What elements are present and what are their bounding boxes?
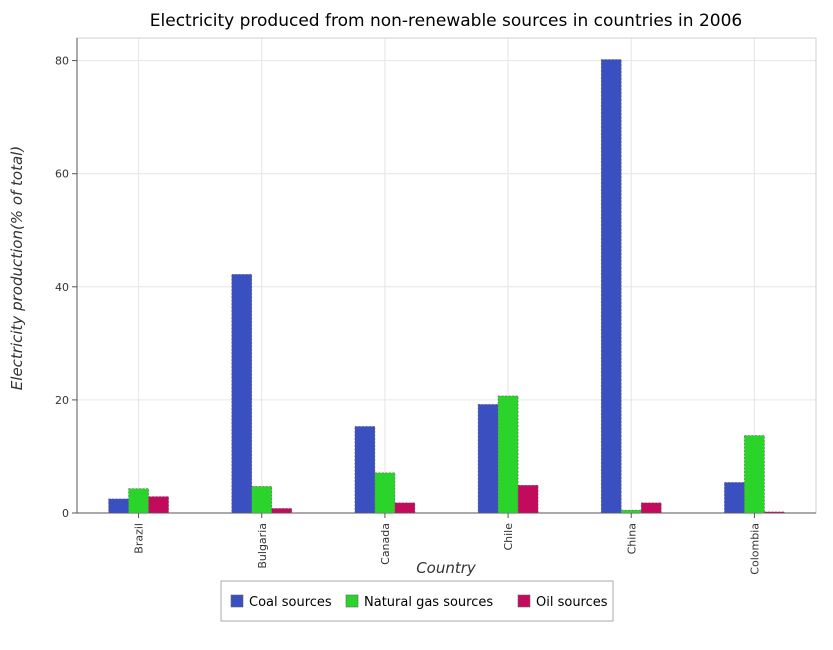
x-tick-label: Chile <box>502 523 515 551</box>
bar-coal-sources-colombia <box>724 482 745 514</box>
bar-natural-gas-sources-canada <box>374 472 396 514</box>
bar-oil-sources-bulgaria <box>271 508 293 514</box>
legend-box <box>220 580 614 622</box>
bar-coal-sources-canada <box>354 426 376 514</box>
bar-coal-sources-brazil <box>108 498 129 514</box>
bar-natural-gas-sources-china <box>620 509 642 514</box>
bar-natural-gas-sources-colombia <box>744 435 765 514</box>
x-tick-label: China <box>625 523 638 554</box>
y-axis-label: Electricity production(% of total) <box>8 146 26 390</box>
bar-oil-sources-brazil <box>148 496 169 514</box>
legend-label: Natural gas sources <box>364 595 493 610</box>
bar-oil-sources-chile <box>517 484 539 514</box>
y-tick-label: 20 <box>55 394 69 407</box>
x-axis-ticks: Brazil Bulgaria Canada Chile China Colombia <box>133 513 761 575</box>
x-axis-label: Country <box>416 559 477 577</box>
bars <box>108 59 785 514</box>
y-tick-label: 40 <box>55 281 69 294</box>
bar-natural-gas-sources-brazil <box>128 488 149 514</box>
y-tick-label: 0 <box>62 507 69 520</box>
bar-coal-sources-china <box>600 59 622 514</box>
legend-label: Coal sources <box>249 595 332 610</box>
grid <box>77 38 816 514</box>
x-tick-label: Colombia <box>748 523 761 575</box>
bar-coal-sources-bulgaria <box>231 274 253 514</box>
y-tick-label: 80 <box>55 55 69 68</box>
bar-natural-gas-sources-chile <box>497 395 519 514</box>
bar-natural-gas-sources-bulgaria <box>251 486 273 514</box>
legend-swatch <box>230 594 244 608</box>
legend: Coal sources Natural gas sources Oil sourc… <box>220 580 614 622</box>
legend-swatch <box>517 594 531 608</box>
x-tick-label: Bulgaria <box>256 523 269 569</box>
y-axis-ticks: 0 20 40 60 80 <box>55 55 77 520</box>
legend-swatch <box>345 594 359 608</box>
legend-label: Oil sources <box>536 595 608 610</box>
plot-frame <box>76 37 817 514</box>
x-tick-label: Brazil <box>133 523 146 554</box>
plot-border <box>76 37 817 514</box>
chart-title: Electricity produced from non-renewable … <box>150 11 742 31</box>
bar-oil-sources-colombia <box>764 511 785 514</box>
bar-oil-sources-canada <box>394 502 416 514</box>
x-tick-label: Canada <box>379 523 392 565</box>
bar-oil-sources-china <box>640 502 662 514</box>
y-tick-label: 60 <box>55 168 69 181</box>
bar-coal-sources-chile <box>477 404 499 514</box>
